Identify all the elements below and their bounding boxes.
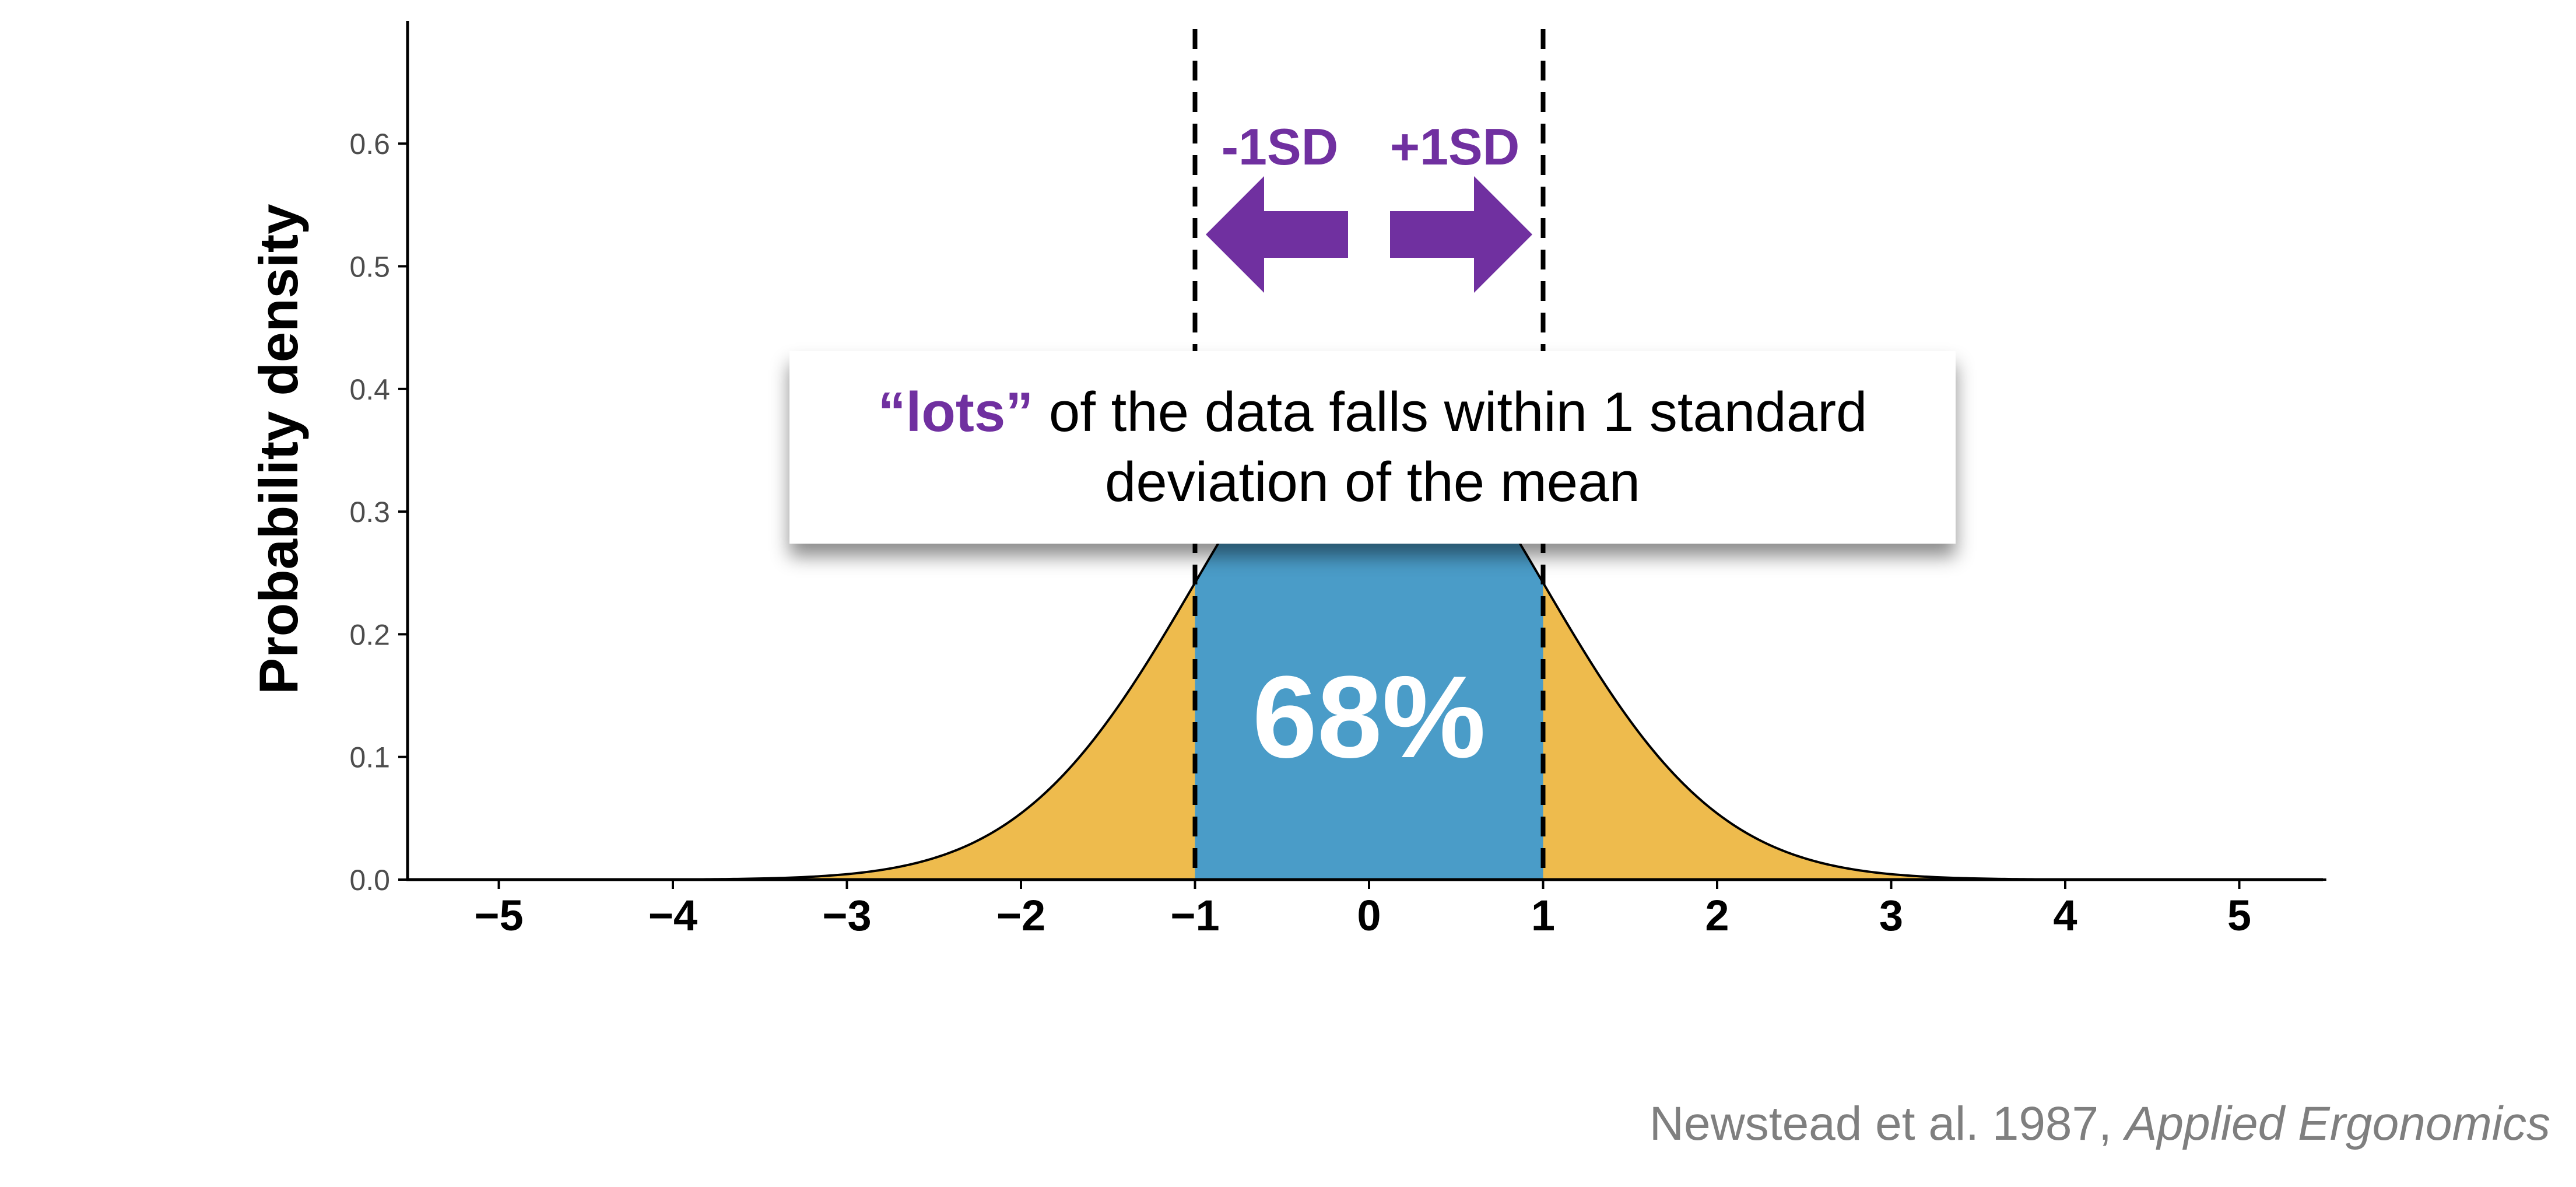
x-tick-label: 5	[2227, 891, 2251, 940]
right-arrow-icon	[1390, 176, 1532, 293]
y-tick-label: 0.2	[349, 618, 390, 651]
x-axis-ticks: −5 −4 −3 −2 −1 0 1 2 3 4 5	[474, 880, 2251, 940]
callout-highlight: “lots”	[878, 381, 1034, 443]
center-percent-label: 68%	[1252, 652, 1486, 782]
x-tick-label: 0	[1357, 891, 1381, 940]
y-axis-label: Probability density	[248, 204, 309, 695]
x-tick-label: 2	[1705, 891, 1729, 940]
callout-line1: of the data falls within 1 standard	[1033, 381, 1868, 443]
y-tick-label: 0.3	[349, 496, 390, 528]
y-tick-label: 0.6	[349, 128, 390, 160]
left-arrow-icon	[1206, 176, 1348, 293]
citation-text: Newstead et al. 1987,	[1649, 1097, 2125, 1150]
axes	[406, 21, 2323, 881]
tail-region	[412, 583, 1195, 880]
citation: Newstead et al. 1987, Applied Ergonomics	[1650, 1097, 2550, 1151]
callout-text: “lots” of the data falls within 1 standa…	[878, 377, 1868, 517]
minus-1sd-label: -1SD	[1222, 118, 1339, 176]
y-tick-label: 0.4	[349, 373, 390, 406]
tail-region	[1543, 583, 2326, 880]
x-tick-label: 4	[2053, 891, 2077, 940]
x-tick-label: −3	[822, 891, 871, 940]
sd-arrows	[1206, 176, 1532, 293]
y-tick-label: 0.0	[349, 864, 390, 897]
plus-1sd-label: +1SD	[1390, 118, 1520, 176]
x-tick-label: 1	[1531, 891, 1555, 940]
y-axis-ticks: 0.0 0.1 0.2 0.3 0.4 0.5 0.6	[349, 128, 408, 897]
callout-box: “lots” of the data falls within 1 standa…	[789, 351, 1956, 544]
x-tick-label: −2	[996, 891, 1045, 940]
callout-line2: deviation of the mean	[1105, 451, 1640, 513]
x-tick-label: −4	[648, 891, 697, 940]
x-tick-label: 3	[1879, 891, 1903, 940]
y-tick-label: 0.5	[349, 251, 390, 283]
y-tick-label: 0.1	[349, 741, 390, 774]
citation-journal: Applied Ergonomics	[2125, 1097, 2550, 1150]
x-tick-label: −1	[1170, 891, 1219, 940]
x-tick-label: −5	[474, 891, 523, 940]
